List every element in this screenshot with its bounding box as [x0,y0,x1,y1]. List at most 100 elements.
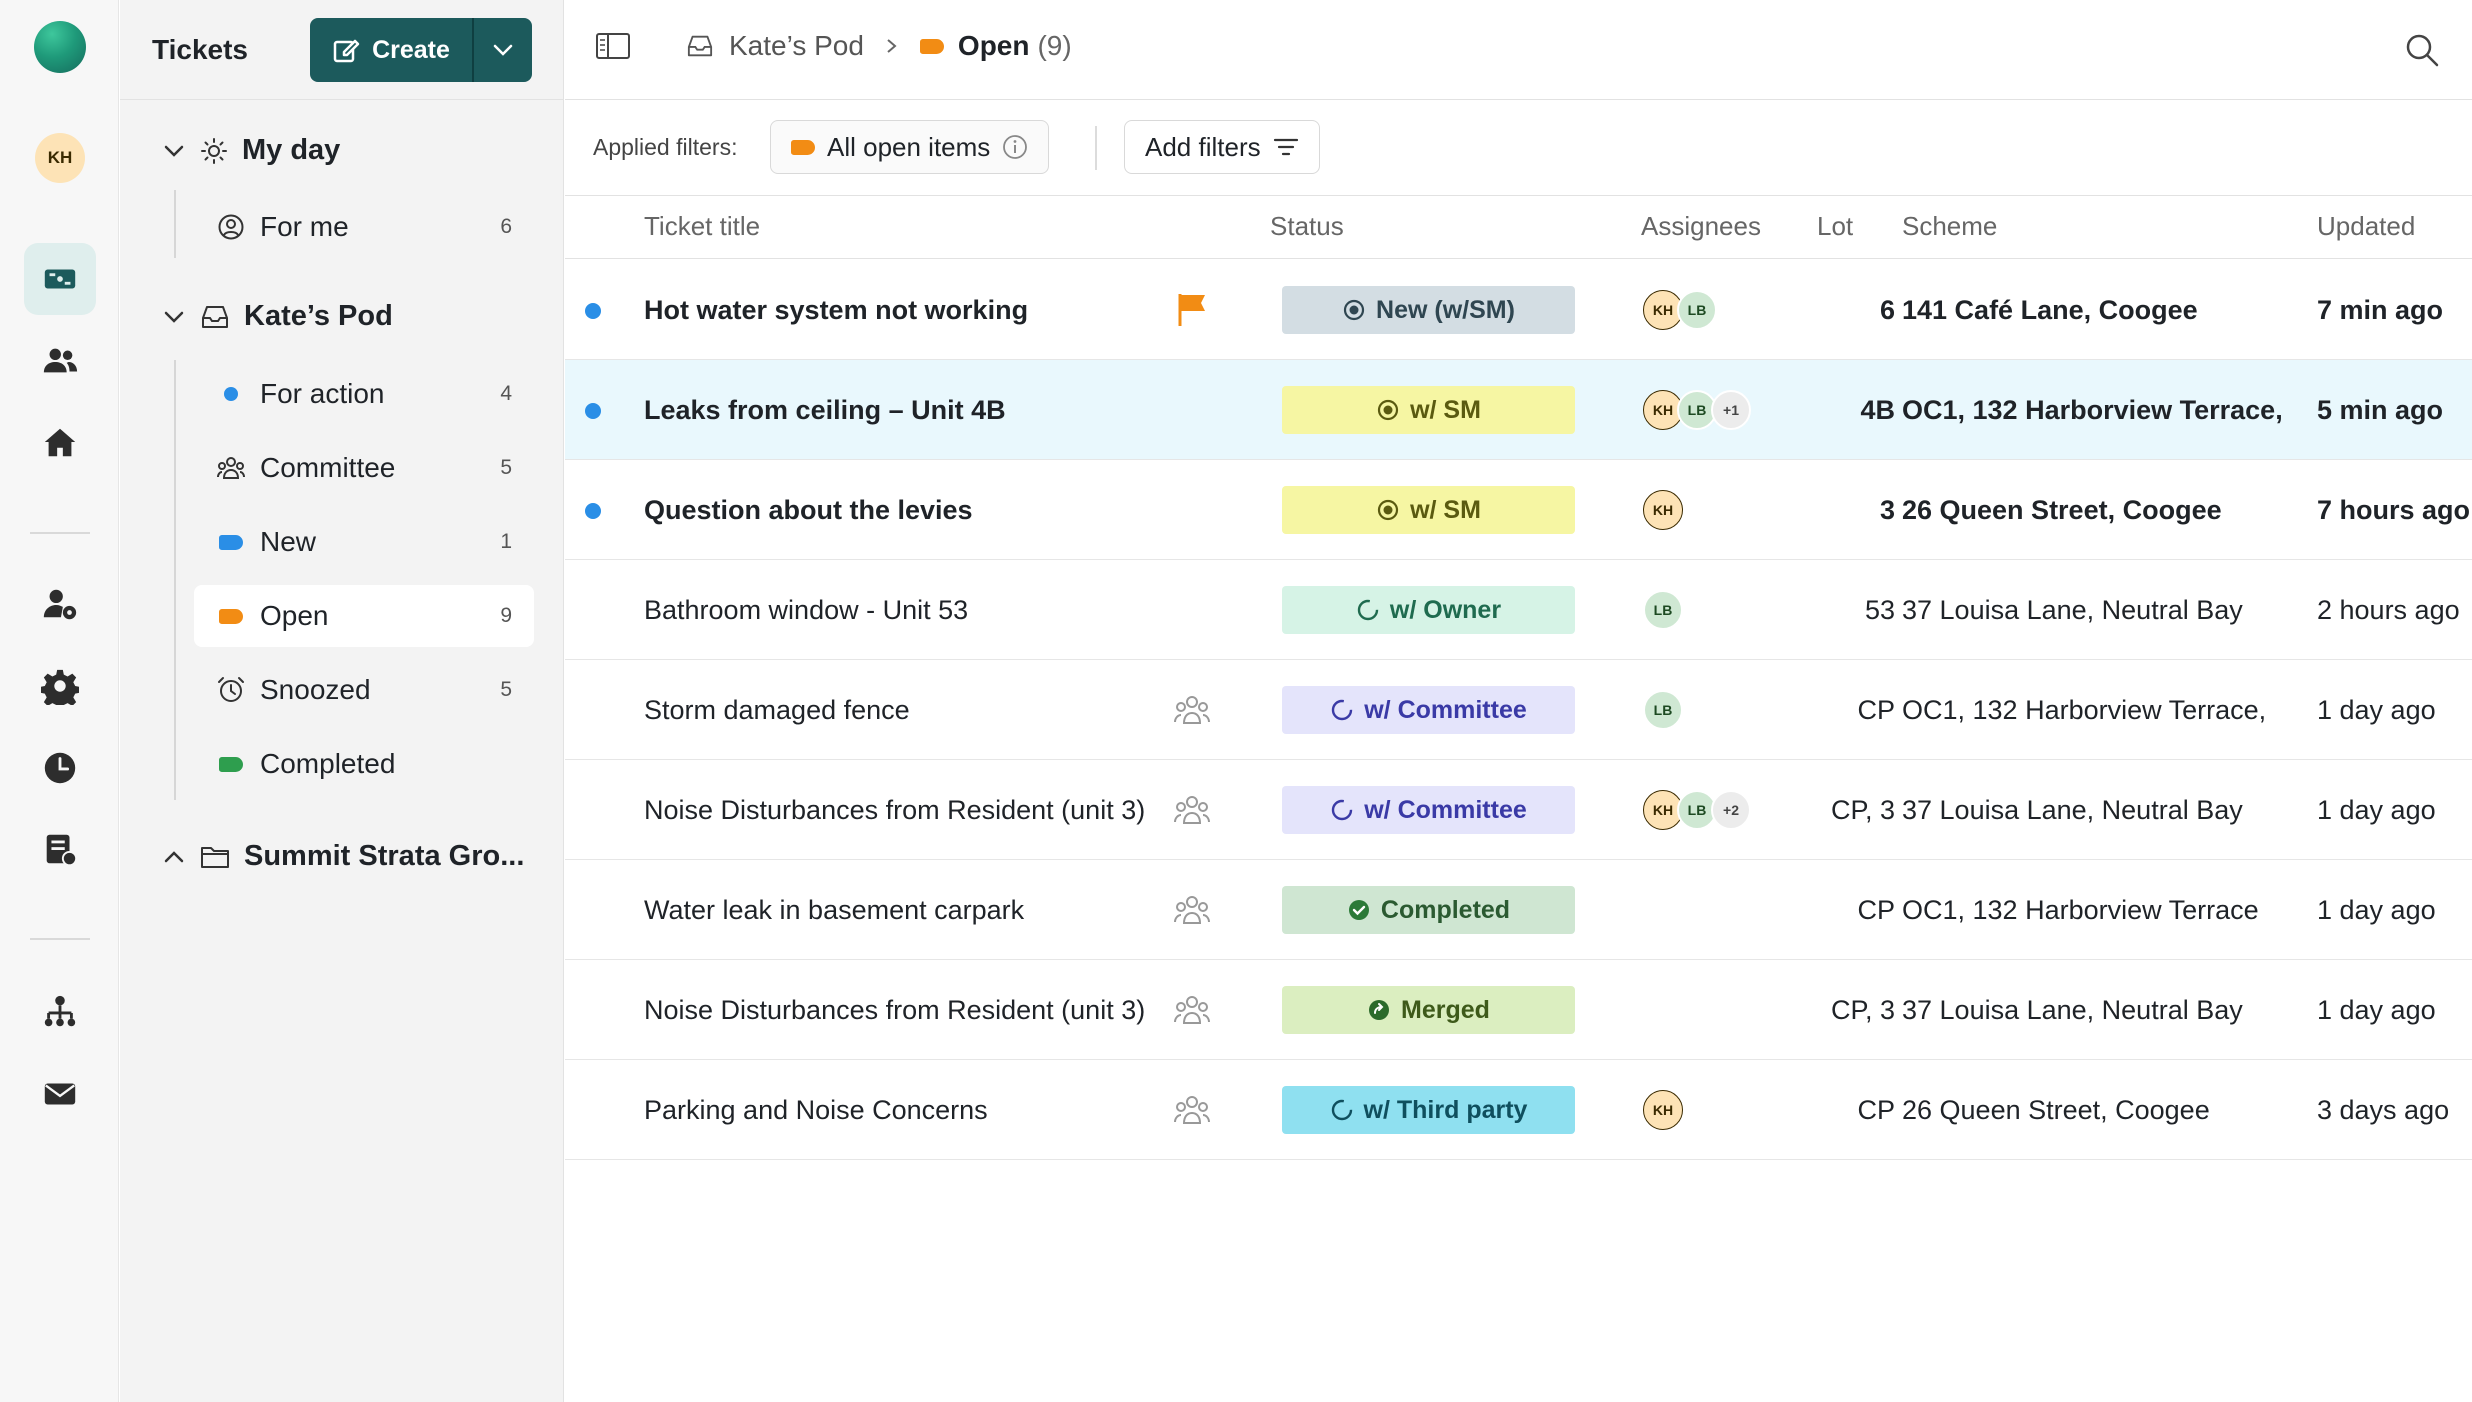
table-row[interactable]: Bathroom window - Unit 53 w/ Owner LB 53… [565,560,2472,660]
status-label: w/ Third party [1363,1095,1528,1124]
search-icon[interactable] [2402,30,2442,70]
col-header-updated[interactable]: Updated [2317,211,2416,241]
avatar[interactable]: LB [1643,590,1683,630]
avatar[interactable]: KH [1643,490,1683,530]
sidebar-item-for-action[interactable]: For action 4 [194,363,534,425]
target-icon [1377,499,1399,521]
updated: 7 hours ago [2317,494,2471,525]
col-header-scheme[interactable]: Scheme [1902,211,1998,241]
sidebar-item-count: 1 [500,530,512,553]
group-my-day[interactable]: My day [162,134,340,167]
user-avatar[interactable]: KH [35,133,85,183]
people-nav-icon[interactable] [24,325,96,397]
table-row[interactable]: Question about the levies w/ SM KH 3 26 … [565,460,2472,560]
sidebar-toggle-icon[interactable] [595,31,631,61]
flag-icon[interactable] [1175,290,1211,328]
alarm-clock-icon [216,675,246,705]
sidebar-item-label: Completed [260,748,396,779]
avatar[interactable]: LB [1677,390,1717,430]
gear-icon[interactable] [24,650,96,722]
inbox-icon [687,35,713,57]
avatar-overflow[interactable]: +2 [1711,790,1751,830]
sidebar-item-committee[interactable]: Committee 5 [194,437,534,499]
ticket-title: Parking and Noise Concerns [644,1094,988,1125]
add-filters-button[interactable]: Add filters [1124,120,1320,174]
avatar[interactable]: LB [1677,790,1717,830]
sidebar-item-new[interactable]: New 1 [194,511,534,573]
avatar[interactable]: KH [1643,1090,1683,1130]
sidebar-item-snoozed[interactable]: Snoozed 5 [194,659,534,721]
ticket-title: Storm damaged fence [644,694,910,725]
table-row[interactable]: Noise Disturbances from Resident (unit 3… [565,960,2472,1060]
status-badge[interactable]: Merged [1282,986,1575,1034]
table-row[interactable]: Parking and Noise Concerns w/ Third part… [565,1060,2472,1160]
scheme: 37 Louisa Lane, Neutral Bay [1902,594,2243,625]
status-badge[interactable]: New (w/SM) [1282,286,1575,334]
green-tag-icon [219,756,243,772]
ticket-title: Leaks from ceiling – Unit 4B [644,394,1006,425]
status-badge[interactable]: w/ Owner [1282,586,1575,634]
col-header-title[interactable]: Ticket title [644,211,761,241]
chevron-down-icon [164,311,184,323]
avatar[interactable]: KH [1643,790,1683,830]
sidebar-item-count: 9 [500,604,512,627]
app-logo[interactable] [34,21,86,73]
filter-bar: Applied filters: All open items Add filt… [565,100,2472,196]
filter-icon [1273,138,1298,156]
progress-ring-icon [1332,799,1353,821]
breadcrumb-parent[interactable]: Kate’s Pod [729,30,864,61]
breadcrumb-current: Open [957,30,1030,61]
status-badge[interactable]: w/ SM [1282,386,1575,434]
col-header-assignees[interactable]: Assignees [1641,211,1761,241]
create-dropdown-button[interactable] [472,18,532,82]
avatar[interactable]: LB [1643,690,1683,730]
col-header-status[interactable]: Status [1270,211,1344,241]
chevron-right-icon [887,39,897,53]
sidebar-item-completed[interactable]: Completed [194,733,534,795]
table-row[interactable]: Hot water system not working New (w/SM) … [565,260,2472,360]
assignees: LB [1643,690,1683,730]
clock-icon[interactable] [24,732,96,804]
status-badge[interactable]: w/ Third party [1282,1086,1575,1134]
group-summit-strata[interactable]: Summit Strata Gro... [162,840,524,873]
status-badge[interactable]: w/ SM [1282,486,1575,534]
status-label: Completed [1380,895,1511,924]
table-row[interactable]: Water leak in basement carpark Completed… [565,860,2472,960]
org-chart-icon[interactable] [24,976,96,1048]
add-filters-label: Add filters [1145,131,1261,162]
sidebar-item-label: For me [260,211,349,242]
ticket-title: Noise Disturbances from Resident (unit 3… [644,994,1146,1025]
sidebar-item-label: Snoozed [260,674,371,705]
sidebar-item-for-me[interactable]: For me 6 [194,196,534,258]
status-badge[interactable]: w/ Committee [1282,686,1575,734]
ledger-icon[interactable] [24,814,96,886]
avatar[interactable]: LB [1677,290,1717,330]
divider [1095,126,1097,170]
sidebar-title: Tickets [152,34,248,65]
user-settings-nav-icon[interactable] [24,568,96,640]
applied-filter-chip[interactable]: All open items [770,120,1050,174]
col-header-lot[interactable]: Lot [1817,211,1854,241]
scheme: 141 Café Lane, Coogee [1902,294,2198,325]
ticket-title: Question about the levies [644,494,973,525]
info-icon[interactable] [1002,134,1028,160]
tickets-nav-icon[interactable] [24,243,96,315]
home-nav-icon[interactable] [24,407,96,479]
avatar-overflow[interactable]: +1 [1711,390,1751,430]
status-badge[interactable]: w/ Committee [1282,786,1575,834]
avatar[interactable]: KH [1643,390,1683,430]
sidebar-item-label: Committee [260,452,396,483]
updated: 1 day ago [2317,894,2436,925]
sidebar-item-label: For action [260,378,385,409]
table-row[interactable]: Noise Disturbances from Resident (unit 3… [565,760,2472,860]
table-row[interactable]: Leaks from ceiling – Unit 4B w/ SM KH LB… [565,360,2472,460]
lot: 4B [1860,394,1895,425]
table-row[interactable]: Storm damaged fence w/ Committee LB CP O… [565,660,2472,760]
avatar[interactable]: KH [1643,290,1683,330]
status-label: New (w/SM) [1376,295,1515,324]
create-button[interactable]: Create [310,18,472,82]
status-badge[interactable]: Completed [1282,886,1575,934]
sidebar-item-open[interactable]: Open 9 [194,585,534,647]
group-kates-pod[interactable]: Kate’s Pod [162,300,393,333]
mail-icon[interactable] [24,1058,96,1130]
